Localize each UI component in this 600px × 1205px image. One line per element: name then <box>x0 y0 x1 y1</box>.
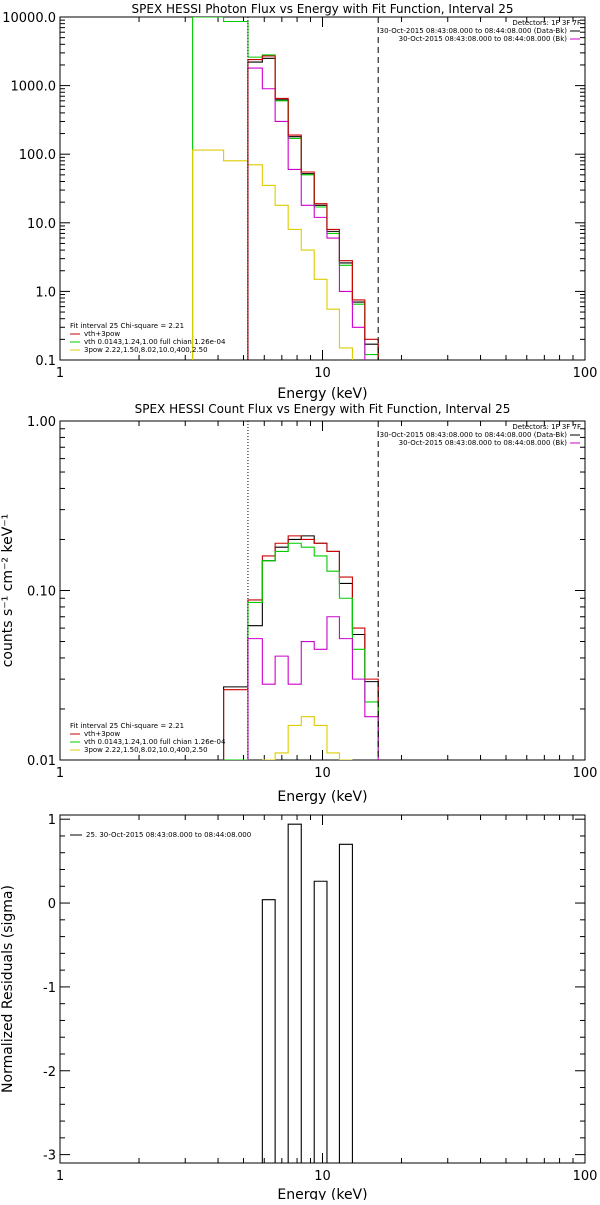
legend-header: Detectors: 1F 3F 7F <box>512 423 581 431</box>
legend-header: Detectors: 1F 3F 7F <box>512 19 581 27</box>
series-step-line <box>247 57 379 360</box>
x-tick-label: 10 <box>314 766 331 781</box>
fit-info-entry: vth 0.0143,1.24,1.00 full chian 1.26e-04 <box>84 738 226 746</box>
plot-frame <box>59 814 586 1164</box>
data-layer <box>247 823 379 1163</box>
y-axis-label: Normalized Residuals (sigma) <box>0 885 16 1093</box>
fit-info-entry: vth 0.0143,1.24,1.00 full chian 1.26e-04 <box>84 338 226 346</box>
count-flux-chart: 1 10 100 0.01 0.10 1.00 SPEX HESSI Count Flux … <box>0 402 597 805</box>
series-step-line <box>223 542 379 760</box>
chart-title: SPEX HESSI Count Flux vs Energy with Fit… <box>135 402 511 416</box>
legend-entry: 30-Oct-2015 08:43:08.000 to 08:44:08.000… <box>380 27 568 35</box>
x-tick-label: 1 <box>56 366 64 381</box>
series-step-line <box>247 55 379 360</box>
y-tick-label: -2 <box>43 1065 56 1080</box>
residuals-chart: 1 10 100 -3 -2 -1 0 1 Energy (keV) Normalized Res… <box>0 813 598 1203</box>
y-tick-label: 1000.0 <box>11 80 57 95</box>
series-step-line <box>223 535 379 760</box>
x-tick-label: 100 <box>573 766 598 781</box>
fit-info-entry: vth+3pow <box>84 730 120 738</box>
fit-info-entry: vth+3pow <box>84 330 120 338</box>
y-tick-label: 1 <box>48 813 56 828</box>
y-tick-label: 10000.0 <box>2 11 56 26</box>
x-tick-label: 100 <box>573 1169 598 1184</box>
x-axis-label: Energy (keV) <box>277 1187 367 1200</box>
series-step-line <box>192 149 353 360</box>
y-tick-label: 1.0 <box>35 285 56 300</box>
y-tick-label: -1 <box>43 981 56 996</box>
fit-info-header: Fit interval 25 Chi-square = 2.21 <box>70 722 184 730</box>
chart-title: SPEX HESSI Photon Flux vs Energy with Fi… <box>132 2 514 16</box>
fit-info-entry: 3pow 2.22,1.50,8.02,10.0,400,2.50 <box>84 346 208 354</box>
y-tick-label: 0 <box>48 897 56 912</box>
y-tick-label: 1.00 <box>27 415 56 430</box>
x-tick-label: 10 <box>314 366 331 381</box>
series-step-line <box>223 535 379 760</box>
y-axis-label: counts s⁻¹ cm⁻² keV⁻¹ <box>0 514 16 668</box>
x-axis-label: Energy (keV) <box>277 789 367 805</box>
series-step-line <box>192 17 379 360</box>
y-tick-label: 0.1 <box>35 354 56 369</box>
fit-info-header: Fit interval 25 Chi-square = 2.21 <box>70 322 184 330</box>
y-tick-label: 10.0 <box>27 217 56 232</box>
series-step-line <box>247 67 366 360</box>
x-tick-label: 10 <box>314 1169 331 1184</box>
x-axis-label: Energy (keV) <box>277 386 367 402</box>
x-tick-label: 1 <box>56 1169 64 1184</box>
plot-frame <box>59 16 586 361</box>
plot-frame <box>59 420 586 761</box>
data-layer <box>223 421 379 760</box>
legend-entry: 30-Oct-2015 08:43:08.000 to 08:44:08.000… <box>399 439 568 447</box>
series-step-line <box>247 616 379 760</box>
y-tick-label: -3 <box>43 1149 56 1164</box>
data-layer <box>192 17 379 360</box>
legend-entry: 25. 30-Oct-2015 08:43:08.000 to 08:44:08… <box>86 831 251 839</box>
legend-entry: 30-Oct-2015 08:43:08.000 to 08:44:08.000… <box>399 35 568 43</box>
photon-flux-chart: 1 10 100 0.1 1.0 10.0 100.0 1000.0 10000.0 SPEX H… <box>2 2 597 402</box>
y-tick-label: 100.0 <box>19 148 56 163</box>
series-step-line <box>247 823 379 1163</box>
y-tick-label: 0.10 <box>27 585 56 600</box>
series-step-line <box>262 716 353 760</box>
x-tick-label: 1 <box>56 766 64 781</box>
legend-entry: 30-Oct-2015 08:43:08.000 to 08:44:08.000… <box>380 431 568 439</box>
x-tick-label: 100 <box>573 366 598 381</box>
y-tick-label: 0.01 <box>27 754 56 769</box>
fit-info-entry: 3pow 2.22,1.50,8.02,10.0,400,2.50 <box>84 746 208 754</box>
